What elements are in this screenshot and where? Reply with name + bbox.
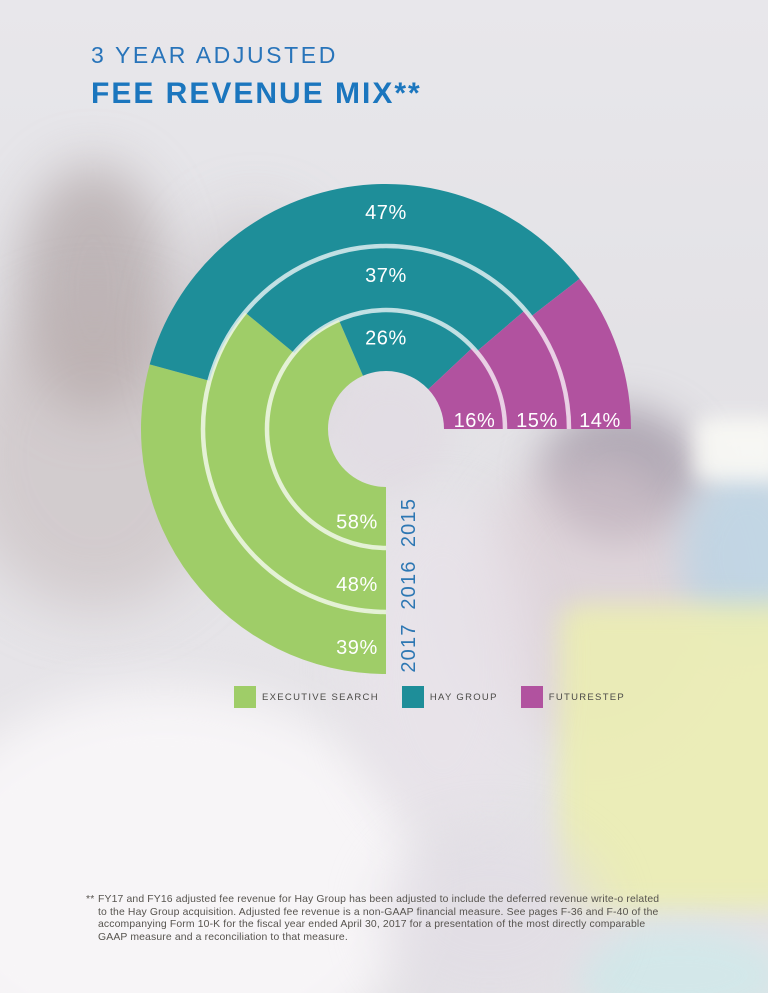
- label-futurestep-2017: 14%: [579, 410, 621, 432]
- year-label-2016: 2016: [398, 560, 420, 609]
- label-executive-search-2017: 39%: [336, 637, 378, 659]
- footnote-line-4: GAAP measure and a reconciliation to tha…: [98, 931, 348, 943]
- footnote-line-2: to the Hay Group acquisition. Adjusted f…: [98, 906, 659, 918]
- ring-separator-line: [200, 243, 572, 615]
- arc-2016-executive-search: [203, 312, 386, 612]
- footnote-marker: **: [86, 894, 95, 905]
- chart-legend: EXECUTIVE SEARCH HAY GROUP FUTURESTEP: [234, 686, 629, 708]
- footnote-line-1: FY17 and FY16 adjusted fee revenue for H…: [98, 894, 660, 905]
- title-line-2: FEE REVENUE MIX**: [91, 77, 422, 110]
- label-hay-group-2016: 37%: [365, 265, 407, 287]
- legend-item-futurestep: FUTURESTEP: [520, 686, 629, 708]
- legend-label-futurestep: FUTURESTEP: [548, 691, 626, 703]
- label-executive-search-2015: 58%: [336, 512, 378, 534]
- arc-2016-hay-group: [245, 246, 526, 354]
- legend-swatch-futurestep: [520, 686, 543, 708]
- legend-label-executive-search: EXECUTIVE SEARCH: [262, 691, 379, 703]
- page-title: 3 YEAR ADJUSTED FEE REVENUE MIX**: [91, 42, 422, 111]
- arc-2016-futurestep: [476, 310, 569, 429]
- legend-item-executive-search: EXECUTIVE SEARCH: [234, 686, 383, 708]
- legend-label-hay-group: HAY GROUP: [429, 691, 498, 703]
- label-futurestep-2016: 15%: [516, 410, 558, 432]
- footnote: ** FY17 and FY16 adjusted fee revenue fo…: [86, 894, 660, 944]
- legend-item-hay-group: HAY GROUP: [401, 686, 502, 708]
- arc-2017-hay-group: [149, 183, 580, 381]
- label-futurestep-2015: 16%: [454, 410, 496, 432]
- footnote-line-3: accompanying Form 10-K for the fiscal ye…: [98, 919, 646, 931]
- label-hay-group-2017: 47%: [365, 202, 407, 224]
- legend-swatch-hay-group: [401, 686, 424, 708]
- label-executive-search-2016: 48%: [336, 574, 378, 596]
- arc-2017-futurestep: [530, 278, 631, 429]
- label-hay-group-2015: 26%: [365, 328, 407, 350]
- year-label-2017: 2017: [398, 623, 420, 672]
- title-line-1: 3 YEAR ADJUSTED: [91, 42, 338, 68]
- legend-swatch-executive-search: [234, 686, 256, 708]
- ring-separator-line: [264, 307, 508, 551]
- arc-2015-hay-group: [338, 310, 473, 390]
- year-label-2015: 2015: [398, 498, 420, 547]
